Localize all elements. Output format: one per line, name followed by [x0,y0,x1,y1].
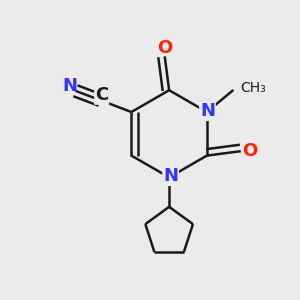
Text: CH₃: CH₃ [240,81,266,94]
Text: C: C [95,86,108,104]
Text: N: N [163,167,178,185]
Text: N: N [200,102,215,120]
Text: O: O [242,142,257,160]
Text: O: O [157,39,172,57]
Text: N: N [63,76,78,94]
